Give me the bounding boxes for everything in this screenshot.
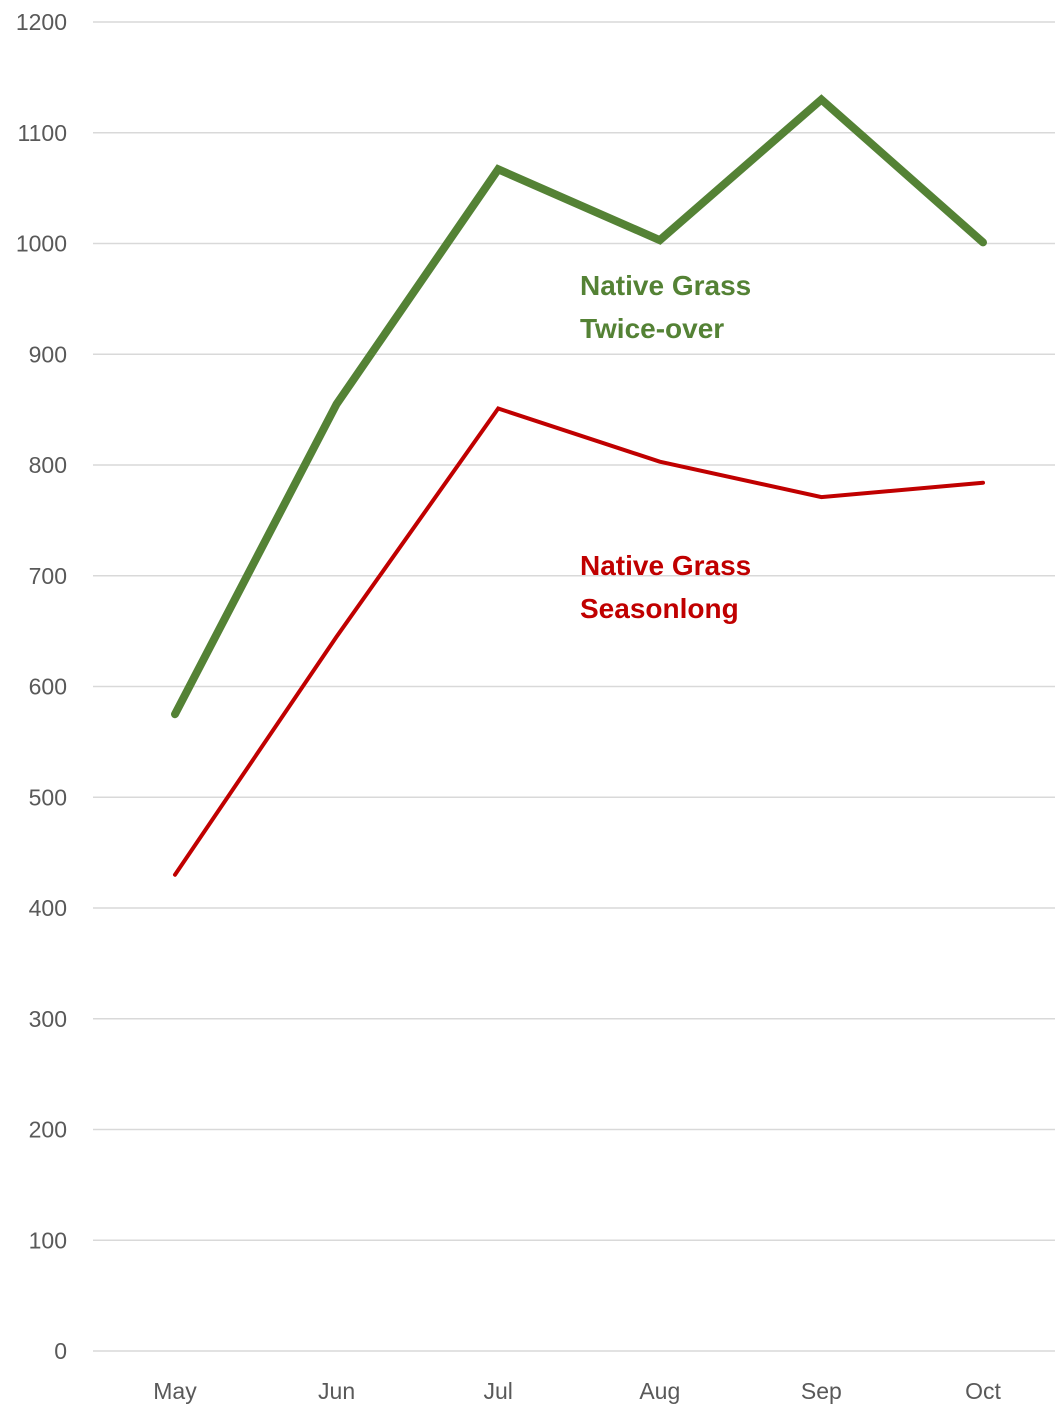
series-label: Native Grass (580, 550, 751, 581)
y-axis: 0 100 200 300 400 500 600 700 800 900 1000 1100 1200 (16, 9, 67, 1364)
x-axis: May Jun Jul Aug Sep Oct (153, 1378, 1001, 1404)
gridlines (93, 21, 1055, 1352)
series-label: Seasonlong (580, 593, 739, 624)
y-tick-label: 800 (29, 452, 67, 478)
y-tick-label: 600 (29, 674, 67, 700)
y-tick-label: 400 (29, 895, 67, 921)
series-lines (171, 94, 987, 877)
y-tick-label: 500 (29, 784, 67, 810)
x-tick-label: Sep (801, 1378, 842, 1404)
y-tick-label: 700 (29, 563, 67, 589)
series-label: Native Grass (580, 270, 751, 301)
y-tick-label: 1000 (16, 231, 67, 257)
x-tick-label: May (153, 1378, 197, 1404)
y-tick-label: 0 (54, 1338, 67, 1364)
x-tick-label: Oct (965, 1378, 1001, 1404)
series-line (171, 94, 987, 719)
x-tick-label: Jun (318, 1378, 355, 1404)
series-line (173, 406, 985, 877)
series-label: Twice-over (580, 313, 724, 344)
series-labels: Native Grass Twice-over Native Grass Season… (580, 270, 751, 624)
y-tick-label: 1200 (16, 9, 67, 35)
y-tick-label: 900 (29, 341, 67, 367)
y-tick-label: 1100 (18, 120, 67, 146)
y-tick-label: 300 (29, 1006, 67, 1032)
y-tick-label: 200 (29, 1117, 67, 1143)
x-tick-label: Aug (639, 1378, 680, 1404)
y-tick-label: 100 (29, 1227, 67, 1253)
x-tick-label: Jul (483, 1378, 512, 1404)
